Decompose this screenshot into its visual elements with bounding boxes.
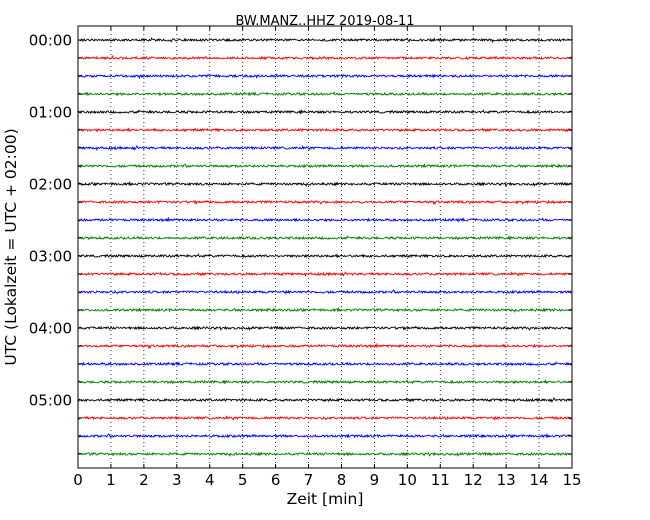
- x-tick-label: 4: [205, 471, 215, 489]
- seismogram-traces: [77, 37, 572, 458]
- seismogram-trace: [77, 342, 572, 350]
- seismogram-trace: [77, 216, 572, 223]
- vertical-grid: [110, 26, 540, 468]
- chart-title: BW.MANZ..HHZ 2019-08-11: [235, 14, 414, 29]
- y-tick-label: 02:00: [29, 176, 72, 194]
- x-tick-label: 0: [73, 471, 83, 489]
- x-tick-label: 1: [106, 471, 116, 489]
- x-tick-label: 2: [139, 471, 149, 489]
- seismogram-trace: [77, 415, 572, 421]
- x-axis-label: Zeit [min]: [287, 490, 364, 508]
- seismogram-trace: [77, 289, 572, 295]
- axis-ticks: [77, 26, 573, 468]
- y-axis-label: UTC (Lokalzeit = UTC + 02:00): [2, 128, 20, 365]
- seismogram-trace: [77, 73, 572, 80]
- seismogram-trace: [77, 37, 572, 44]
- seismogram-trace: [77, 306, 572, 314]
- seismogram-trace: [77, 379, 572, 385]
- x-tick-label: 7: [304, 471, 314, 489]
- y-tick-labels: 00:00 01:00 02:00 03:00 04:00 05:00: [29, 32, 72, 410]
- seismogram-trace: [77, 325, 572, 331]
- seismogram-trace: [77, 54, 572, 61]
- x-tick-label: 13: [497, 471, 516, 489]
- x-tick-label: 3: [172, 471, 182, 489]
- seismogram-trace: [77, 432, 572, 439]
- x-tick-label: 10: [398, 471, 417, 489]
- x-tick-label: 11: [431, 471, 450, 489]
- seismogram-trace: [77, 253, 572, 259]
- x-tick-label: 12: [464, 471, 483, 489]
- x-tick-label: 15: [562, 471, 581, 489]
- x-tick-label: 9: [370, 471, 380, 489]
- seismogram-trace: [77, 199, 572, 206]
- y-tick-label: 00:00: [29, 32, 72, 50]
- seismogram-trace: [77, 109, 572, 115]
- plot-frame: [77, 25, 573, 469]
- seismogram-trace: [77, 163, 572, 169]
- seismogram-trace: [77, 91, 572, 97]
- y-tick-label: 04:00: [29, 320, 72, 338]
- seismogram-trace: [77, 180, 572, 188]
- x-tick-label: 6: [271, 471, 281, 489]
- seismogram-trace: [77, 451, 572, 458]
- seismogram-trace: [77, 145, 572, 152]
- seismogram-trace: [77, 397, 572, 404]
- y-tick-label: 05:00: [29, 392, 72, 410]
- seismogram-trace: [77, 271, 572, 278]
- x-tick-label: 8: [337, 471, 347, 489]
- seismogram-trace: [77, 235, 572, 241]
- x-tick-label: 5: [238, 471, 248, 489]
- x-tick-label: 14: [530, 471, 549, 489]
- seismogram-trace: [77, 127, 572, 133]
- x-tick-labels: 0 1 2 3 4 5 6 7 8 9 10 11 12 13 14 15: [73, 471, 581, 489]
- y-tick-label: 01:00: [29, 104, 72, 122]
- y-tick-label: 03:00: [29, 248, 72, 266]
- seismogram-trace: [77, 361, 572, 367]
